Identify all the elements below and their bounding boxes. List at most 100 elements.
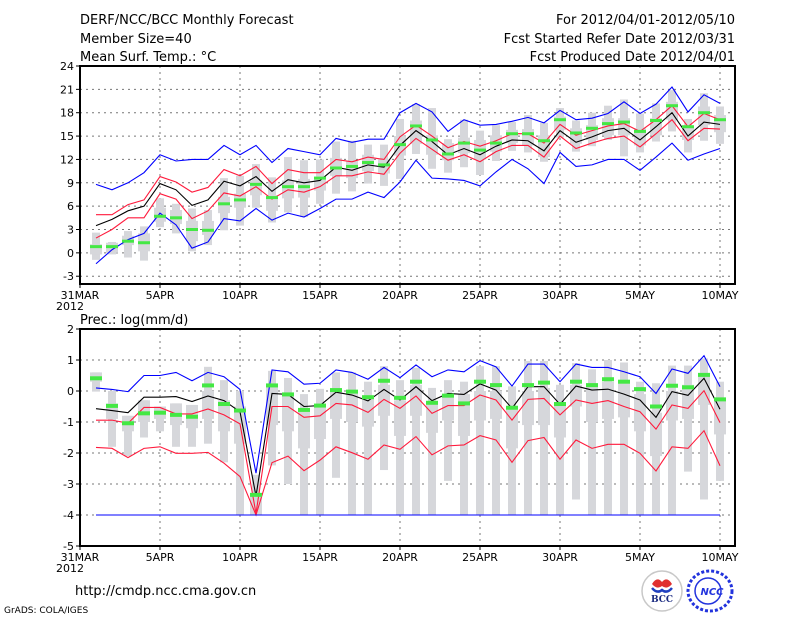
observed-mark <box>282 185 294 189</box>
observed-mark <box>202 383 214 388</box>
ensemble-whisker <box>620 362 628 515</box>
observed-mark <box>666 104 678 108</box>
bottom-panel-variable: Prec.: log(mm/d) <box>80 313 188 328</box>
website-url[interactable]: http://cmdp.ncc.cma.gov.cn <box>75 584 256 599</box>
observed-mark <box>90 376 102 381</box>
ensemble-whisker <box>412 367 420 515</box>
observed-mark <box>602 122 614 126</box>
ensemble-box <box>202 220 214 235</box>
observed-mark <box>234 408 246 413</box>
ensemble-box <box>698 106 710 126</box>
x-tick-label: 10APR <box>222 551 258 564</box>
ensemble-whisker <box>636 381 644 515</box>
x-tick-label: 30APR <box>542 289 578 302</box>
ensemble-box <box>426 401 438 433</box>
observed-mark <box>410 124 422 128</box>
fcst-produced-date: Fcst Produced Date 2012/04/01 <box>530 50 735 65</box>
plot-frame <box>79 328 736 547</box>
observed-mark <box>602 377 614 382</box>
ensemble-box <box>394 400 406 436</box>
observed-mark <box>458 141 470 145</box>
observed-mark <box>410 379 422 384</box>
ensemble-whisker <box>380 366 388 471</box>
ensemble-whisker <box>556 384 564 515</box>
ensemble-box <box>330 391 342 419</box>
ensemble-box <box>314 406 326 440</box>
observed-mark <box>186 228 198 231</box>
observed-mark <box>490 383 502 388</box>
ensemble-whisker <box>476 366 484 515</box>
ensemble-whisker <box>364 381 372 515</box>
observed-mark <box>618 120 630 124</box>
observed-mark <box>170 412 182 417</box>
x-tick-year: 2012 <box>56 300 84 313</box>
ensemble-whisker <box>396 380 404 515</box>
y-tick-label: 9 <box>67 177 74 190</box>
ensemble-box <box>618 383 630 418</box>
ensemble-box <box>90 244 102 255</box>
observed-mark <box>570 131 582 135</box>
y-tick-label: 0 <box>67 385 74 398</box>
x-tick-label: 15APR <box>302 289 338 302</box>
ensemble-box <box>714 400 726 435</box>
observed-mark <box>106 403 118 408</box>
observed-mark <box>554 118 566 122</box>
observed-mark <box>122 239 134 243</box>
observed-mark <box>170 216 182 220</box>
observed-mark <box>554 402 566 407</box>
observed-mark <box>106 245 118 249</box>
observed-mark <box>314 176 326 180</box>
x-tick-label: 5APR <box>146 551 175 564</box>
observed-mark <box>154 214 166 218</box>
series-line-max <box>95 86 721 191</box>
y-tick-label: 6 <box>67 200 74 213</box>
y-tick-label: 3 <box>67 224 74 237</box>
ensemble-whisker <box>460 381 468 515</box>
observed-mark <box>298 185 310 189</box>
y-tick-label: 1 <box>67 354 74 367</box>
observed-mark <box>634 129 646 133</box>
series-line-lower <box>95 429 721 517</box>
y-tick-label: 2 <box>67 323 74 336</box>
x-tick-label: 5APR <box>146 289 175 302</box>
observed-mark <box>714 118 726 122</box>
observed-mark <box>682 385 694 390</box>
observed-mark <box>522 383 534 388</box>
x-tick-label: 20APR <box>382 289 418 302</box>
y-tick-label: 21 <box>60 83 74 96</box>
observed-mark <box>250 182 262 186</box>
observed-mark <box>538 380 550 385</box>
ensemble-whisker <box>300 394 308 515</box>
x-tick-label: 5MAY <box>625 289 655 302</box>
observed-mark <box>346 164 358 168</box>
top-panel-variable: Mean Surf. Temp.: °C <box>80 50 216 65</box>
y-tick-label: -2 <box>63 447 74 460</box>
ensemble-box <box>490 391 502 419</box>
observed-mark <box>330 166 342 170</box>
observed-mark <box>474 379 486 384</box>
ensemble-whisker <box>124 415 132 457</box>
ensemble-whisker <box>316 388 324 515</box>
ensemble-box <box>458 394 470 436</box>
ensemble-box <box>554 403 566 438</box>
observed-mark <box>346 389 358 394</box>
ensemble-whisker <box>588 369 596 515</box>
observed-mark <box>218 402 230 407</box>
series-line-upper <box>96 104 721 216</box>
x-tick-label: 30APR <box>542 551 578 564</box>
x-tick-label: 10APR <box>222 289 258 302</box>
member-size: Member Size=40 <box>80 32 192 47</box>
x-tick-label: 10MAY <box>702 289 739 302</box>
observed-mark <box>394 143 406 147</box>
ensemble-box <box>250 180 262 196</box>
x-tick-label: 10MAY <box>702 551 739 564</box>
observed-mark <box>122 421 134 426</box>
observed-mark <box>506 132 518 136</box>
ensemble-whisker <box>428 387 436 515</box>
observed-mark <box>650 404 662 409</box>
ensemble-whisker <box>348 372 356 515</box>
observed-mark <box>698 111 710 115</box>
y-tick-label: -3 <box>63 478 74 491</box>
